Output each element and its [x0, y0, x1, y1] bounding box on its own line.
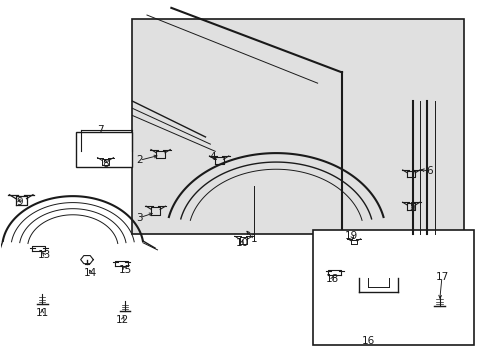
- Text: 16: 16: [362, 336, 375, 346]
- Text: 4: 4: [209, 152, 216, 162]
- Bar: [76, 132, 132, 167]
- Text: 5: 5: [408, 202, 415, 212]
- Text: 19: 19: [345, 231, 358, 240]
- Text: 3: 3: [136, 213, 142, 222]
- Text: 15: 15: [118, 265, 131, 275]
- Text: 10: 10: [235, 238, 248, 248]
- Text: 2: 2: [136, 155, 142, 165]
- Bar: [312, 230, 473, 345]
- Text: 12: 12: [116, 315, 129, 325]
- Text: 13: 13: [38, 250, 51, 260]
- Text: 18: 18: [325, 274, 338, 284]
- Text: 8: 8: [102, 159, 109, 169]
- Bar: [132, 19, 463, 234]
- Text: 14: 14: [84, 268, 97, 278]
- Text: 17: 17: [434, 272, 447, 282]
- Text: 9: 9: [16, 197, 22, 207]
- Text: 7: 7: [97, 125, 104, 135]
- Text: 11: 11: [36, 308, 49, 318]
- Text: 6: 6: [426, 166, 432, 176]
- Text: 1: 1: [250, 234, 257, 244]
